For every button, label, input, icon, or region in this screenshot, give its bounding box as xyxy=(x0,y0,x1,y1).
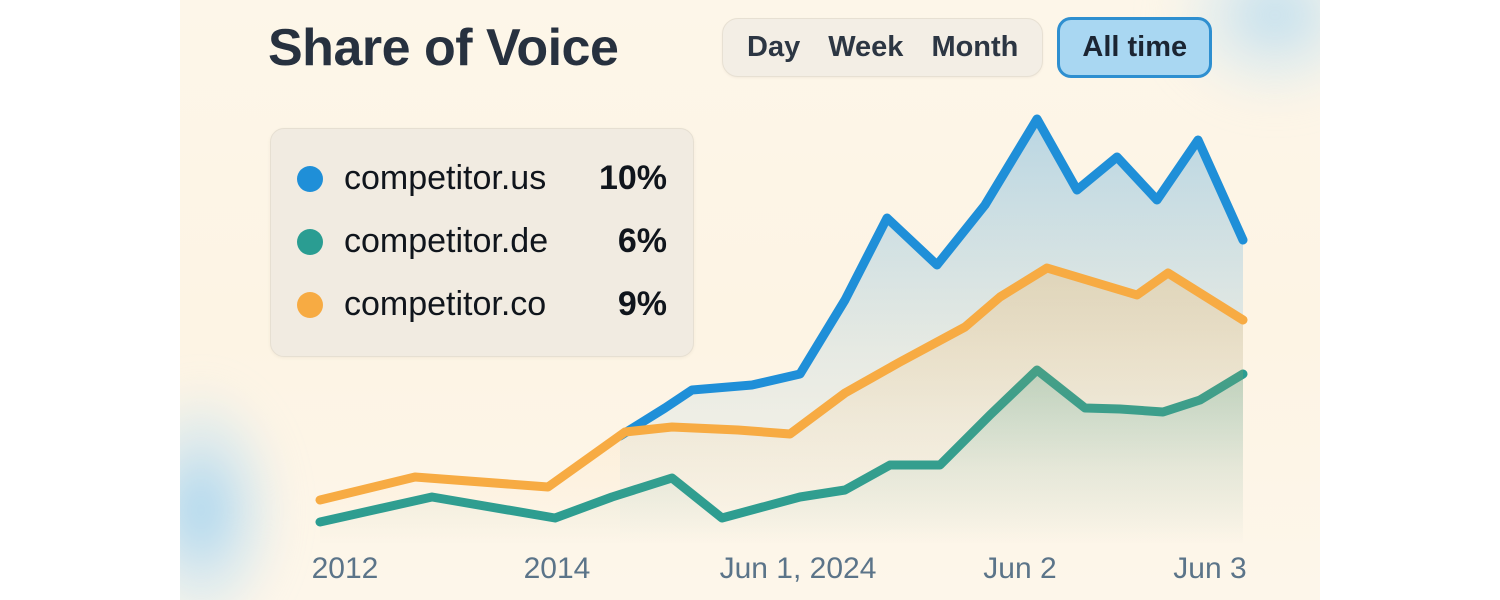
legend-series-value: 10% xyxy=(598,159,667,197)
time-range-option-week[interactable]: Week xyxy=(814,25,917,70)
legend-series-name: competitor.co xyxy=(344,285,547,323)
time-range-option-month[interactable]: Month xyxy=(917,25,1032,70)
x-axis-tick-label: Jun 3 xyxy=(1173,552,1247,585)
x-axis-tick-label: 2014 xyxy=(523,552,591,585)
time-range-segment-group[interactable]: Day Week Month xyxy=(722,18,1044,77)
share-of-voice-card: Share of Voice Day Week Month All time c… xyxy=(180,0,1320,600)
share-of-voice-line-chart xyxy=(315,114,1248,545)
time-range-option-all-time[interactable]: All time xyxy=(1057,17,1213,78)
chart-line-competitorco[interactable] xyxy=(315,263,1248,505)
chart-area-fill xyxy=(320,268,1243,545)
legend-color-dot-icon xyxy=(297,165,323,192)
legend-item[interactable]: competitor.us 10% xyxy=(297,147,667,210)
x-axis-tick-label: 2012 xyxy=(311,552,379,585)
legend-series-value: 9% xyxy=(617,285,667,323)
x-axis-tick-label: Jun 1, 2024 xyxy=(719,552,877,585)
legend-series-value: 6% xyxy=(617,222,667,260)
legend-item[interactable]: competitor.co 9% xyxy=(297,273,667,336)
legend-color-dot-icon xyxy=(297,228,323,255)
chart-line-competitorus[interactable] xyxy=(615,114,1248,441)
x-axis-tick-label: Jun 2 xyxy=(983,552,1057,585)
chart-legend: competitor.us 10% competitor.de 6% compe… xyxy=(270,128,694,357)
time-range-option-day[interactable]: Day xyxy=(733,25,814,70)
time-range-controls: Day Week Month All time xyxy=(722,17,1213,78)
legend-color-dot-icon xyxy=(297,291,323,318)
chart-x-axis: 2012 2014 Jun 1, 2024 Jun 2 Jun 3 xyxy=(180,552,1320,596)
legend-series-name: competitor.de xyxy=(344,222,549,260)
legend-item[interactable]: competitor.de 6% xyxy=(297,210,667,273)
page-title: Share of Voice xyxy=(268,19,619,77)
legend-series-name: competitor.us xyxy=(344,159,547,197)
